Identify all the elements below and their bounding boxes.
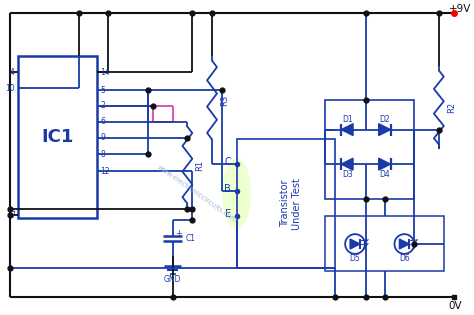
Text: D1: D1 (342, 115, 353, 124)
Text: www.electroniccircuits.com: www.electroniccircuits.com (156, 164, 238, 224)
Text: 4: 4 (10, 68, 15, 77)
Text: Transistor
Under Test: Transistor Under Test (280, 178, 302, 230)
Polygon shape (341, 124, 353, 135)
Text: C1: C1 (185, 234, 195, 243)
Text: 14: 14 (100, 68, 110, 77)
Text: B: B (224, 184, 231, 194)
Text: IC1: IC1 (41, 128, 73, 146)
Polygon shape (400, 239, 409, 249)
Bar (326, 100, 414, 199)
Text: R1: R1 (195, 160, 204, 171)
Text: D3: D3 (342, 170, 353, 180)
Polygon shape (341, 158, 353, 170)
Polygon shape (379, 158, 391, 170)
Text: R3: R3 (220, 94, 229, 106)
Text: D4: D4 (379, 170, 390, 180)
Bar (18, 56, 97, 218)
Text: 5: 5 (100, 86, 105, 95)
Text: 12: 12 (100, 167, 110, 175)
Text: D6: D6 (399, 254, 410, 263)
Polygon shape (379, 124, 391, 135)
Text: 7: 7 (10, 211, 15, 220)
Text: +9V: +9V (449, 4, 471, 14)
Polygon shape (350, 239, 360, 249)
Text: +: + (175, 229, 182, 238)
Ellipse shape (223, 159, 250, 228)
Text: 10: 10 (5, 84, 15, 93)
Text: D5: D5 (350, 254, 360, 263)
Text: C: C (224, 157, 231, 167)
Text: 8: 8 (100, 150, 105, 159)
Bar (326, 216, 444, 271)
Text: 2: 2 (100, 101, 105, 111)
Text: E: E (225, 209, 231, 220)
Text: R2: R2 (447, 102, 456, 113)
Text: D2: D2 (379, 115, 390, 124)
Text: 9: 9 (100, 133, 105, 142)
Bar (237, 140, 335, 268)
Text: 6: 6 (100, 117, 105, 126)
Text: GND: GND (164, 275, 182, 284)
Text: 0V: 0V (449, 301, 462, 311)
